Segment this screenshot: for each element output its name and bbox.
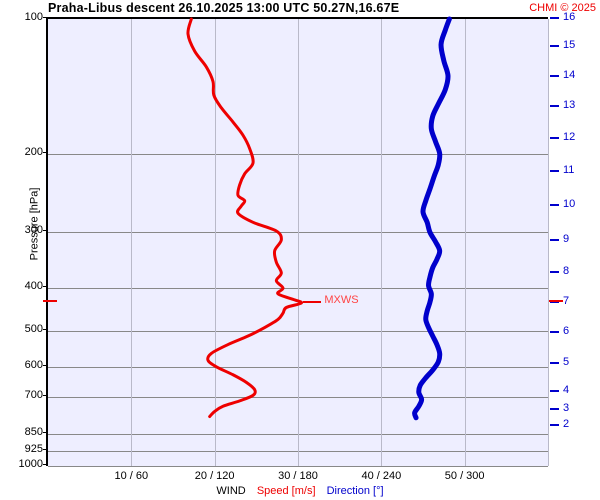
- pressure-tick-mark: [43, 151, 48, 153]
- pressure-tick-label: 200: [24, 145, 43, 158]
- altitude-tick-mark: [550, 105, 559, 107]
- altitude-tick-label: 12: [563, 131, 576, 143]
- altitude-tick-label: 13: [563, 99, 576, 111]
- wind-tick-label: 30 / 180: [278, 470, 318, 482]
- pressure-tick-mark: [43, 364, 48, 366]
- altitude-tick-mark: [550, 239, 559, 241]
- gridline-vertical: [131, 19, 133, 466]
- gridline-vertical: [214, 19, 216, 466]
- speed-curve: [186, 17, 304, 419]
- wind-tick-label: 50 / 300: [444, 470, 485, 482]
- altitude-tick-label: 4: [563, 384, 570, 396]
- gridline-vertical: [298, 19, 299, 466]
- wind-tick-label: 10 / 60: [114, 470, 149, 482]
- gridline-vertical: [381, 19, 383, 466]
- mxws-leader-line: [303, 301, 322, 303]
- gridline-vertical: [464, 19, 466, 466]
- altitude-tick-mark: [550, 301, 559, 303]
- pressure-tick-label: 100: [24, 11, 43, 23]
- altitude-tick-label: 9: [563, 233, 570, 245]
- gridline-vertical: [548, 19, 549, 466]
- altitude-tick-label: 6: [563, 325, 570, 337]
- pressure-tick-mark: [43, 432, 48, 434]
- pressure-tick-mark: [43, 17, 48, 18]
- series-line: [186, 17, 304, 419]
- legend-wind: WIND: [216, 485, 246, 497]
- altitude-tick-mark: [550, 408, 559, 410]
- legend-speed: Speed [m/s]: [256, 485, 316, 497]
- pressure-tick-label: 1000: [18, 458, 43, 470]
- altitude-tick-label: 15: [563, 39, 576, 51]
- pressure-tick-mark: [43, 464, 48, 465]
- pressure-tick-label: 850: [24, 426, 43, 439]
- altitude-tick-mark: [550, 45, 559, 47]
- pressure-tick-label: 300: [24, 224, 43, 237]
- altitude-tick-label: 3: [563, 402, 570, 414]
- altitude-tick-label: 5: [563, 356, 570, 368]
- page-title: Praha-Libus descent 26.10.2025 13:00 UTC…: [48, 1, 400, 15]
- wind-tick-label: 20 / 120: [194, 470, 235, 482]
- altitude-tick-mark: [550, 75, 559, 77]
- altitude-tick-mark: [550, 137, 559, 139]
- altitude-tick-label: 7: [563, 295, 570, 307]
- plot-frame-left: [46, 17, 48, 466]
- plot-area: MXWS: [46, 16, 549, 467]
- altitude-tick-label: 11: [563, 164, 575, 176]
- altitude-tick-mark: [550, 170, 559, 172]
- altitude-tick-label: 16: [563, 11, 576, 23]
- pressure-tick-label: 400: [24, 280, 43, 293]
- wind-tick-label: 40 / 240: [361, 470, 402, 482]
- altitude-tick-mark: [550, 362, 559, 364]
- pressure-tick-mark: [43, 448, 48, 450]
- pressure-tick-label: 700: [24, 388, 43, 401]
- altitude-tick-mark: [550, 424, 559, 426]
- altitude-tick-mark: [550, 17, 559, 19]
- altitude-tick-label: 8: [563, 265, 570, 277]
- mxws-label: MXWS: [324, 294, 359, 307]
- pressure-tick-label: 500: [24, 323, 43, 336]
- altitude-tick-label: 2: [563, 418, 570, 430]
- altitude-tick-mark: [550, 204, 559, 206]
- mxws-axis-tick: [43, 300, 57, 302]
- altitude-tick-mark: [550, 271, 559, 273]
- altitude-tick-label: 14: [563, 69, 576, 81]
- pressure-tick-mark: [43, 394, 48, 396]
- direction-curve: [412, 16, 452, 421]
- pressure-tick-mark: [43, 286, 48, 288]
- legend-direction: Direction [°]: [326, 485, 384, 497]
- altitude-tick-mark: [550, 390, 559, 392]
- pressure-tick-mark: [43, 329, 48, 331]
- copyright-label: CHMI © 2025: [529, 2, 596, 14]
- legend: WIND Speed [m/s] Direction [°]: [0, 485, 600, 497]
- pressure-tick-label: 600: [24, 358, 43, 371]
- mxws-axis-tick: [549, 300, 563, 302]
- series-line: [412, 16, 452, 421]
- altitude-tick-label: 10: [563, 198, 576, 210]
- altitude-tick-mark: [550, 331, 559, 333]
- pressure-tick-mark: [43, 230, 48, 232]
- pressure-tick-label: 925: [24, 442, 43, 455]
- gridline-horizontal: [48, 466, 548, 467]
